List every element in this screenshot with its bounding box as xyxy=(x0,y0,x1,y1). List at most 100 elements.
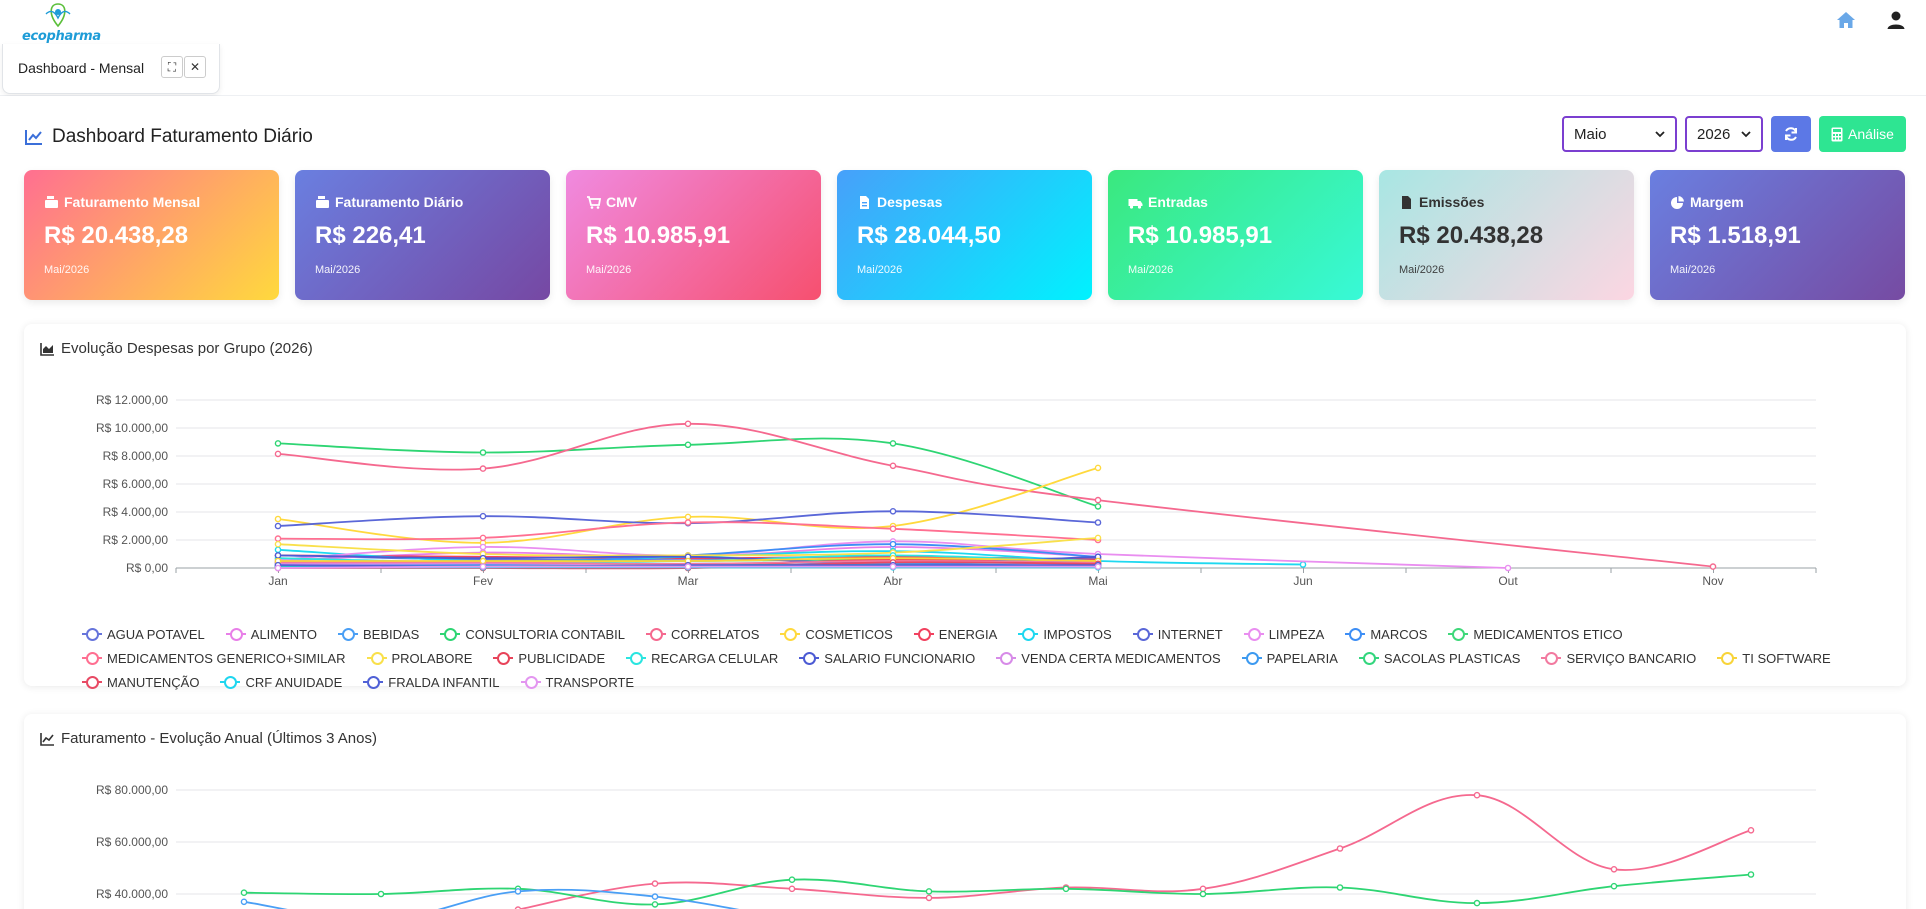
page-header: Dashboard Faturamento Diário xyxy=(24,126,313,148)
refresh-button[interactable] xyxy=(1771,116,1811,152)
legend-item[interactable]: SERVIÇO BANCARIO xyxy=(1541,650,1696,666)
legend-label: BEBIDAS xyxy=(363,626,420,642)
legend-swatch xyxy=(626,651,647,665)
data-point xyxy=(1610,865,1618,873)
legend-item[interactable]: VENDA CERTA MEDICAMENTOS xyxy=(996,650,1221,666)
legend-item[interactable]: CRF ANUIDADE xyxy=(220,674,342,690)
kpi-value: R$ 28.044,50 xyxy=(857,222,1002,249)
kpi-card-cmv: CMV R$ 10.985,91 Mai/2026 xyxy=(566,170,821,300)
kpi-label-text: Despesas xyxy=(877,194,943,210)
legend-item[interactable]: MEDICAMENTOS ETICO xyxy=(1448,626,1623,642)
kpi-label-text: Faturamento Diário xyxy=(335,194,464,210)
y-tick-label: R$ 2.000,00 xyxy=(103,533,169,547)
legend-swatch xyxy=(220,675,241,689)
kpi-label-text: Emissões xyxy=(1419,194,1485,210)
month-select[interactable]: Maio xyxy=(1562,116,1677,152)
legend-item[interactable]: CORRELATOS xyxy=(646,626,759,642)
main-content: Dashboard Faturamento Diário Maio 2026 xyxy=(0,96,1926,909)
legend-swatch xyxy=(1018,627,1039,641)
data-point xyxy=(651,880,659,887)
maximize-tab-button[interactable]: ⛶ xyxy=(161,56,183,78)
legend-item[interactable]: ENERGIA xyxy=(913,626,997,642)
data-point xyxy=(274,515,282,523)
legend-item[interactable]: FRALDA INFANTIL xyxy=(363,674,500,690)
legend-label: TRANSPORTE xyxy=(545,674,635,690)
legend-label: IMPOSTOS xyxy=(1043,626,1112,642)
legend-item[interactable]: RECARGA CELULAR xyxy=(626,650,778,666)
expenses-line-chart: R$ 0,00 R$ 2.000,00 R$ 4.000,00 R$ 6.000,00… xyxy=(96,393,1817,588)
legend-item[interactable]: MANUTENÇÃO xyxy=(82,674,199,690)
kpi-label-text: Entradas xyxy=(1148,194,1208,210)
data-point xyxy=(479,534,487,542)
logo[interactable]: ecopharma xyxy=(22,0,101,44)
legend-item[interactable]: PAPELARIA xyxy=(1241,650,1338,666)
kpi-label: Faturamento Mensal xyxy=(44,194,200,210)
data-point xyxy=(889,540,897,548)
kpi-label: Margem xyxy=(1670,194,1744,210)
kpi-card-faturamento-diario: Faturamento Diário R$ 226,41 Mai/2026 xyxy=(295,170,550,300)
year-select[interactable]: 2026 xyxy=(1685,116,1763,152)
data-point xyxy=(1709,563,1717,570)
series-line xyxy=(243,873,1752,906)
legend-label: CONSULTORIA CONTABIL xyxy=(465,626,626,642)
legend-item[interactable]: INTERNET xyxy=(1132,626,1223,642)
legend-label: SALARIO FUNCIONARIO xyxy=(824,650,976,666)
x-tick-label: Nov xyxy=(1702,574,1723,588)
x-tick-label: Mai xyxy=(1088,574,1107,588)
close-tab-button[interactable]: ✕ xyxy=(184,56,206,78)
kpi-cards: Faturamento Mensal R$ 20.438,28 Mai/2026 Fa… xyxy=(24,170,1905,300)
analise-button[interactable]: Análise xyxy=(1819,116,1906,152)
document-icon xyxy=(1402,195,1411,209)
legend-item[interactable]: IMPOSTOS xyxy=(1018,626,1112,642)
legend-label: PUBLICIDADE xyxy=(518,650,606,666)
data-point xyxy=(377,890,385,898)
legend-item[interactable]: TRANSPORTE xyxy=(520,674,635,690)
chevron-down-icon xyxy=(1741,131,1751,138)
data-point xyxy=(1504,564,1512,572)
data-point xyxy=(684,563,692,570)
data-point xyxy=(479,557,487,565)
legend-item[interactable]: SALARIO FUNCIONARIO xyxy=(799,650,975,666)
data-point xyxy=(274,546,282,554)
series-line xyxy=(277,467,1099,544)
home-icon[interactable] xyxy=(1834,8,1858,32)
data-point xyxy=(240,889,248,896)
legend-label: MANUTENÇÃO xyxy=(107,674,200,690)
data-point xyxy=(1094,534,1102,542)
legend-item[interactable]: CONSULTORIA CONTABIL xyxy=(440,626,625,642)
data-point xyxy=(1610,882,1618,890)
data-point xyxy=(1747,871,1755,878)
y-tick-label: R$ 10.000,00 xyxy=(96,421,168,435)
kpi-card-faturamento-mensal: Faturamento Mensal R$ 20.438,28 Mai/2026 xyxy=(24,170,279,300)
data-point xyxy=(479,512,487,520)
y-tick-label: R$ 12.000,00 xyxy=(96,393,168,407)
kpi-period: Mai/2026 xyxy=(315,264,361,276)
legend-item[interactable]: MEDICAMENTOS GENERICO+SIMILAR xyxy=(82,650,346,666)
legend-item[interactable]: AGUA POTAVEL xyxy=(82,626,205,642)
user-icon[interactable] xyxy=(1884,8,1908,32)
legend-item[interactable]: PROLABORE xyxy=(366,650,472,666)
tab-dashboard-mensal[interactable]: Dashboard - Mensal ⛶ ✕ xyxy=(2,44,220,94)
legend-label: RECARGA CELULAR xyxy=(651,650,779,666)
legend-swatch xyxy=(363,675,384,689)
legend-item[interactable]: ALIMENTO xyxy=(225,626,317,642)
legend-item[interactable]: MARCOS xyxy=(1345,626,1427,642)
legend-swatch xyxy=(1717,651,1738,665)
legend-item[interactable]: TI SOFTWARE xyxy=(1717,650,1831,666)
legend-item[interactable]: BEBIDAS xyxy=(338,626,419,642)
legend-item[interactable]: SACOLAS PLASTICAS xyxy=(1358,650,1520,666)
data-point xyxy=(1299,561,1307,568)
data-point xyxy=(651,901,659,908)
legend-item[interactable]: PUBLICIDADE xyxy=(493,650,605,666)
legend-swatch xyxy=(366,651,387,665)
legend-label: COSMETICOS xyxy=(805,626,893,642)
panel-title: Evolução Despesas por Grupo (2026) xyxy=(40,340,313,357)
chevron-down-icon xyxy=(1655,131,1665,138)
legend-label: PAPELARIA xyxy=(1266,650,1338,666)
legend-item[interactable]: LIMPEZA xyxy=(1243,626,1324,642)
x-tick-label: Fev xyxy=(473,574,493,588)
legend-item[interactable]: COSMETICOS xyxy=(780,626,893,642)
month-select-value: Maio xyxy=(1574,125,1607,143)
expenses-chart-title: Evolução Despesas por Grupo (2026) xyxy=(61,340,313,357)
calculator-icon xyxy=(1831,127,1843,141)
